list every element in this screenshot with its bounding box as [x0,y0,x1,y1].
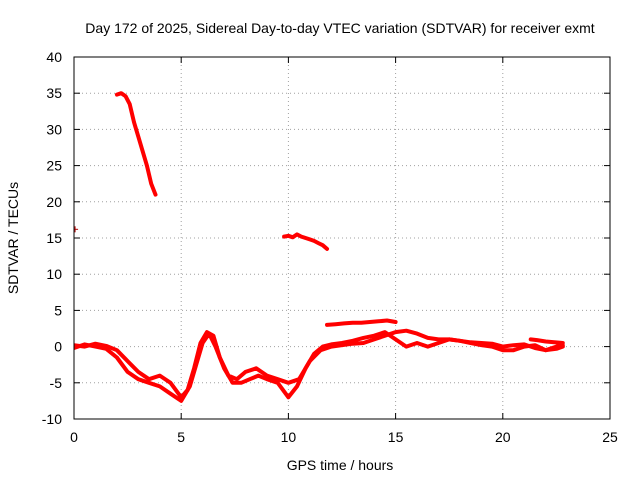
outlier-point [74,226,79,233]
series-late-upper [528,337,565,345]
y-tick-label: 5 [54,302,62,318]
y-tick-label: 20 [46,194,62,210]
y-tick-label: 25 [46,158,62,174]
x-tick-label: 10 [281,429,297,445]
x-tick-label: 20 [495,429,511,445]
y-tick-label: 15 [46,230,62,246]
series-noon-mid [282,232,329,251]
x-tick-label: 15 [388,429,404,445]
plot-frame [73,56,611,420]
y-tick-label: -10 [42,411,62,427]
x-tick-label: 25 [602,429,618,445]
x-axis-label: GPS time / hours [287,457,394,473]
y-tick-label: -5 [50,375,63,391]
y-tick-label: 40 [46,49,62,65]
y-tick-label: 10 [46,266,62,282]
y-axis-ticks: -10 -5 0 5 10 15 20 25 30 35 40 [42,49,610,427]
y-tick-label: 0 [54,339,62,355]
chart-title: Day 172 of 2025, Sidereal Day-to-day VTE… [85,20,594,36]
x-tick-label: 5 [177,429,185,445]
y-tick-label: 30 [46,121,62,137]
series-afternoon-upper [325,318,398,327]
series-main-b [74,330,565,403]
series-early-high [114,91,158,197]
series-layer [74,91,565,403]
y-axis-label: SDTVAR / TECUs [5,182,21,294]
y-tick-label: 35 [46,85,62,101]
x-tick-label: 0 [70,429,78,445]
